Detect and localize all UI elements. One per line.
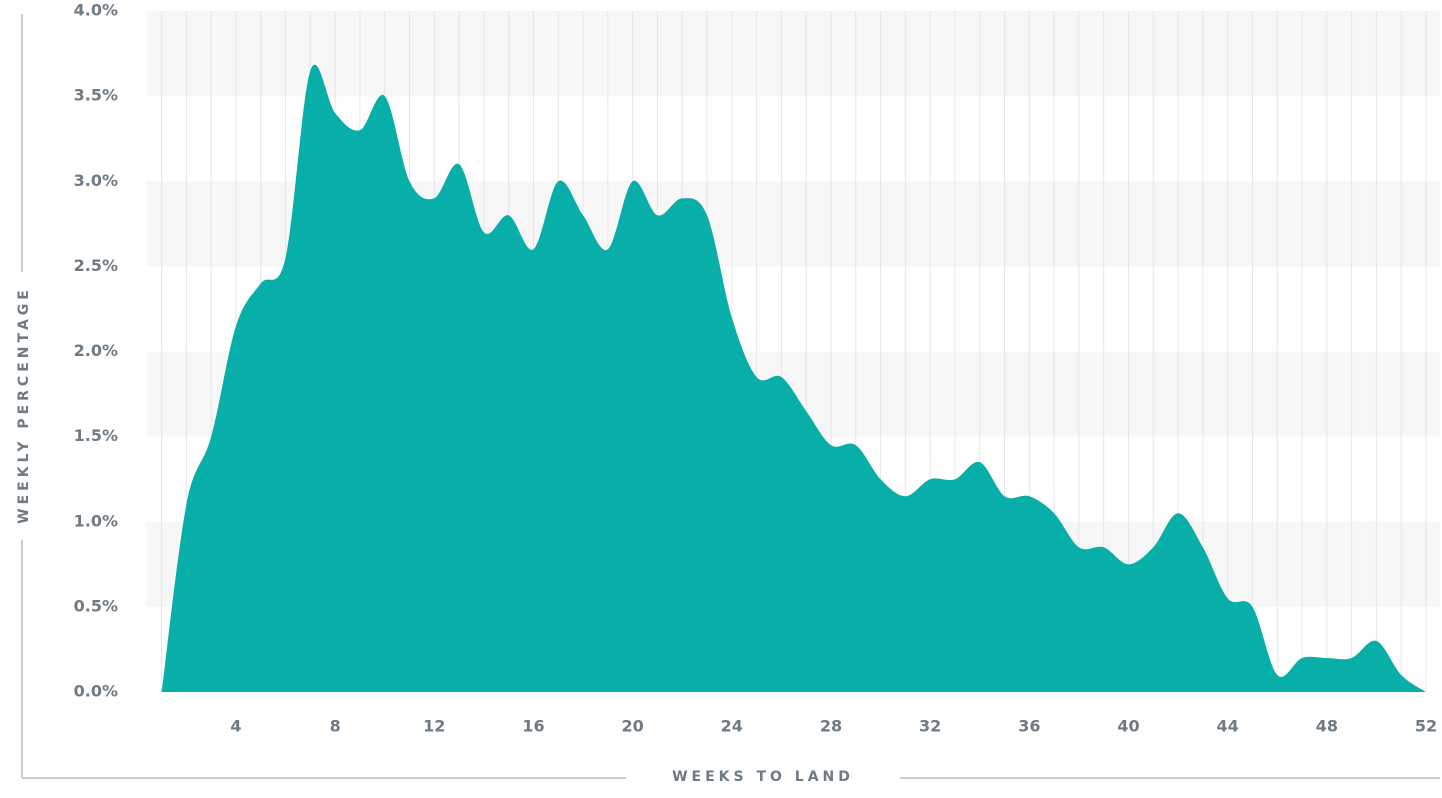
- plot: 0.0%0.5%1.0%1.5%2.0%2.5%3.0%3.5%4.0%4 8 12…: [74, 1, 1440, 736]
- x-tick-label: 36: [1018, 717, 1040, 736]
- y-axis-title: WEEKLY PERCENTAGE: [16, 286, 32, 524]
- x-tick-label: 4: [230, 717, 241, 736]
- x-tick-label: 12: [423, 717, 445, 736]
- y-tick-label: 4.0%: [74, 1, 118, 20]
- y-tick-label: 1.0%: [74, 511, 118, 530]
- x-tick-label: 20: [622, 717, 644, 736]
- y-tick-label: 2.5%: [74, 256, 118, 275]
- x-tick-label: 28: [820, 717, 842, 736]
- x-tick-label: 40: [1117, 717, 1139, 736]
- y-tick-label: 2.0%: [74, 341, 118, 360]
- x-axis-title: WEEKS TO LAND: [672, 769, 854, 785]
- y-tick-label: 1.5%: [74, 426, 118, 445]
- x-tick-label: 52: [1415, 717, 1437, 736]
- y-tick-label: 3.5%: [74, 86, 118, 105]
- x-tick-label: 48: [1316, 717, 1338, 736]
- x-tick-label: 8: [330, 717, 341, 736]
- x-tick-label: 16: [522, 717, 544, 736]
- grid-band: [146, 11, 1440, 97]
- x-tick-label: 24: [721, 717, 743, 736]
- x-tick-label: 44: [1217, 717, 1239, 736]
- area: [161, 64, 1427, 692]
- y-tick-label: 0.0%: [74, 682, 118, 701]
- y-tick-label: 3.0%: [74, 171, 118, 190]
- x-tick-label: 32: [919, 717, 941, 736]
- y-tick-label: 0.5%: [74, 596, 118, 615]
